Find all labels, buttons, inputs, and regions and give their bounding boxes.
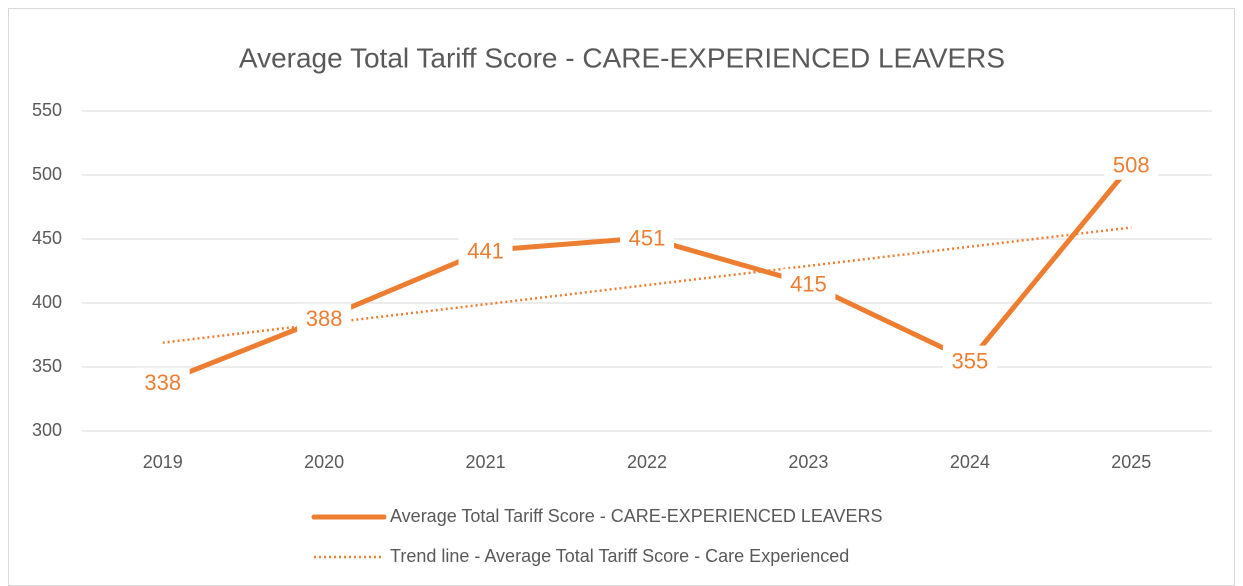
- data-label-group: 338: [135, 367, 190, 398]
- data-label-group: 415: [781, 268, 836, 299]
- x-tick-label: 2024: [950, 452, 990, 472]
- data-label-group: 508: [1104, 149, 1159, 180]
- data-label: 355: [951, 348, 988, 373]
- y-tick-label: 300: [32, 420, 62, 440]
- data-label: 415: [790, 272, 827, 297]
- data-label-group: 355: [942, 345, 997, 376]
- x-tick-label: 2019: [143, 452, 183, 472]
- data-label-bg: [135, 367, 190, 398]
- data-label-bg: [1104, 149, 1159, 180]
- y-tick-label: 550: [32, 100, 62, 120]
- y-tick-label: 400: [32, 292, 62, 312]
- data-label-bg: [458, 235, 513, 266]
- data-label-bg: [942, 345, 997, 376]
- legend-label: Trend line - Average Total Tariff Score …: [390, 546, 849, 566]
- legend-label: Average Total Tariff Score - CARE-EXPERI…: [390, 506, 883, 526]
- data-label-bg: [297, 303, 352, 334]
- x-tick-label: 2022: [627, 452, 667, 472]
- data-label-bg: [781, 268, 836, 299]
- x-tick-label: 2025: [1111, 452, 1151, 472]
- y-tick-label: 450: [32, 228, 62, 248]
- x-tick-label: 2020: [304, 452, 344, 472]
- chart-border: [8, 8, 1235, 586]
- data-label-group: 441: [458, 235, 513, 266]
- data-label: 508: [1113, 153, 1150, 178]
- data-label-group: 451: [620, 222, 674, 253]
- y-tick-label: 350: [32, 356, 62, 376]
- x-tick-label: 2021: [466, 452, 506, 472]
- data-label: 441: [467, 238, 504, 263]
- data-label-bg: [620, 222, 674, 253]
- data-label: 388: [306, 306, 343, 331]
- data-label-group: 388: [297, 303, 352, 334]
- x-tick-label: 2023: [788, 452, 828, 472]
- y-tick-label: 500: [32, 164, 62, 184]
- data-label: 451: [629, 226, 666, 251]
- data-label: 338: [144, 370, 181, 395]
- chart-title: Average Total Tariff Score - CARE-EXPERI…: [239, 42, 1005, 73]
